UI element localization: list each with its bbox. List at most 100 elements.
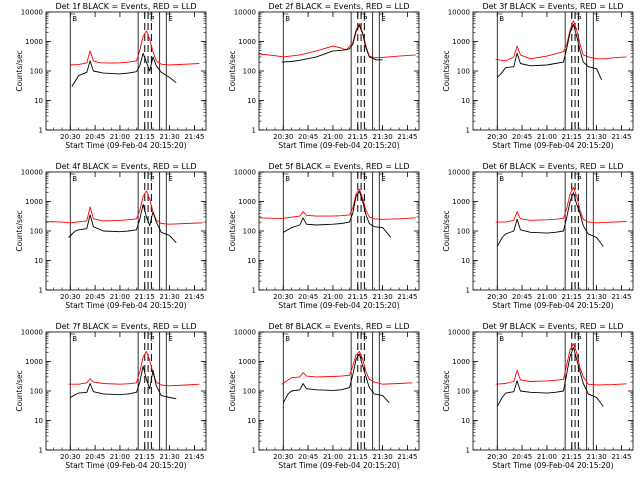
marker-flag-label: P bbox=[577, 175, 581, 183]
x-tick-label: 21:00 bbox=[323, 133, 343, 141]
y-tick-label: 100 bbox=[243, 388, 256, 396]
marker-flag-label: P bbox=[363, 15, 367, 23]
marker-flag-label: B bbox=[285, 175, 290, 183]
series-lld-line bbox=[258, 23, 416, 59]
series-lld-line bbox=[495, 20, 627, 62]
y-axis-title: Counts/sec bbox=[228, 370, 237, 411]
panel-det-7: Det 7f BLACK = Events, RED = LLD 1 10 100 10… bbox=[15, 322, 207, 470]
marker-flag-label: E bbox=[595, 175, 599, 183]
x-tick-label: 20:30 bbox=[60, 453, 80, 461]
x-tick-label: 20:30 bbox=[487, 133, 507, 141]
y-tick-label: 1000 bbox=[25, 38, 43, 46]
y-tick-label: 10000 bbox=[234, 169, 256, 177]
y-tick-label: 100 bbox=[457, 388, 470, 396]
y-tick-label: 1000 bbox=[238, 198, 256, 206]
y-tick-label: 10 bbox=[461, 257, 470, 265]
y-tick-label: 100 bbox=[30, 388, 43, 396]
x-tick-label: 21:45 bbox=[397, 133, 417, 141]
x-tick-label: 21:30 bbox=[586, 293, 606, 301]
marker-flag-label: E bbox=[381, 175, 385, 183]
y-axis-title: Counts/sec bbox=[442, 50, 451, 91]
x-tick-label: 21:45 bbox=[184, 293, 204, 301]
marker-flag-label: E bbox=[168, 15, 172, 23]
y-axis-title: Counts/sec bbox=[15, 210, 24, 251]
y-tick-label: 10000 bbox=[21, 169, 43, 177]
y-tick-label: 1 bbox=[252, 447, 256, 455]
panel-det-2: Det 2f BLACK = Events, RED = LLD 1 10 100 10… bbox=[228, 2, 420, 150]
y-tick-label: 1 bbox=[466, 447, 470, 455]
y-tick-label: 10 bbox=[34, 257, 43, 265]
marker-flag-label: P bbox=[363, 175, 367, 183]
x-tick-label: 21:30 bbox=[586, 453, 606, 461]
marker-flag-label: P bbox=[577, 335, 581, 343]
x-axis-title: Start Time (09-Feb-04 20:15:20) bbox=[492, 141, 613, 150]
x-tick-label: 21:15 bbox=[135, 293, 155, 301]
x-tick-label: 20:45 bbox=[85, 453, 105, 461]
series-lld-line bbox=[495, 186, 627, 224]
panel-title: Det 6f BLACK = Events, RED = LLD bbox=[482, 162, 623, 171]
marker-flag-label: E bbox=[168, 175, 172, 183]
x-tick-label: 20:45 bbox=[85, 293, 105, 301]
x-tick-label: 21:00 bbox=[323, 453, 343, 461]
x-tick-label: 21:15 bbox=[135, 453, 155, 461]
x-axis-title: Start Time (09-Feb-04 20:15:20) bbox=[492, 301, 613, 310]
marker-flag-label: E bbox=[168, 335, 172, 343]
series-lld-line bbox=[495, 343, 627, 386]
x-tick-label: 21:30 bbox=[586, 133, 606, 141]
x-tick-label: 20:45 bbox=[298, 453, 318, 461]
marker-flag-label: E bbox=[595, 15, 599, 23]
x-tick-label: 21:15 bbox=[348, 133, 368, 141]
x-tick-label: 21:00 bbox=[110, 293, 130, 301]
y-tick-label: 1 bbox=[252, 287, 256, 295]
marker-flag-label: P bbox=[150, 15, 154, 23]
x-tick-label: 20:30 bbox=[60, 293, 80, 301]
x-tick-label: 21:15 bbox=[348, 453, 368, 461]
y-tick-label: 10 bbox=[247, 417, 256, 425]
marker-flag-label: P bbox=[150, 175, 154, 183]
x-tick-label: 21:15 bbox=[562, 293, 582, 301]
y-tick-label: 1000 bbox=[452, 358, 470, 366]
x-tick-label: 21:45 bbox=[611, 453, 631, 461]
panel-det-5: Det 5f BLACK = Events, RED = LLD 1 10 100 10… bbox=[228, 162, 420, 310]
marker-flag-label: E bbox=[381, 15, 385, 23]
y-tick-label: 10 bbox=[461, 417, 470, 425]
marker-flag-label: B bbox=[72, 175, 77, 183]
x-tick-label: 20:30 bbox=[60, 133, 80, 141]
series-events-line bbox=[496, 192, 604, 247]
series-lld-line bbox=[45, 190, 203, 225]
series-events-line bbox=[282, 353, 390, 404]
x-tick-label: 20:45 bbox=[512, 453, 532, 461]
x-tick-label: 21:30 bbox=[159, 133, 179, 141]
y-tick-label: 1000 bbox=[238, 38, 256, 46]
y-tick-label: 100 bbox=[457, 68, 470, 76]
x-tick-label: 21:00 bbox=[537, 453, 557, 461]
y-tick-label: 1000 bbox=[25, 358, 43, 366]
marker-flag-label: B bbox=[72, 335, 77, 343]
x-tick-label: 21:30 bbox=[372, 133, 392, 141]
x-tick-label: 20:45 bbox=[512, 293, 532, 301]
y-tick-label: 100 bbox=[243, 68, 256, 76]
y-tick-label: 10000 bbox=[21, 329, 43, 337]
y-tick-label: 1 bbox=[39, 287, 43, 295]
x-tick-label: 20:45 bbox=[85, 133, 105, 141]
marker-flag-label: B bbox=[499, 175, 504, 183]
x-tick-label: 21:45 bbox=[397, 293, 417, 301]
y-tick-label: 10000 bbox=[448, 169, 470, 177]
y-tick-label: 10 bbox=[247, 257, 256, 265]
series-lld-line bbox=[68, 350, 200, 387]
marker-flag-label: B bbox=[285, 335, 290, 343]
x-tick-label: 20:30 bbox=[273, 133, 293, 141]
y-tick-label: 10000 bbox=[234, 329, 256, 337]
x-tick-label: 21:00 bbox=[323, 293, 343, 301]
x-tick-label: 20:45 bbox=[298, 133, 318, 141]
y-tick-label: 1000 bbox=[452, 38, 470, 46]
y-tick-label: 10000 bbox=[21, 9, 43, 17]
x-tick-label: 21:00 bbox=[110, 133, 130, 141]
x-axis-title: Start Time (09-Feb-04 20:15:20) bbox=[278, 141, 399, 150]
y-tick-label: 100 bbox=[457, 228, 470, 236]
series-events-line bbox=[283, 190, 392, 238]
marker-flag-label: P bbox=[363, 335, 367, 343]
x-tick-label: 21:15 bbox=[562, 133, 582, 141]
x-tick-label: 20:30 bbox=[487, 293, 507, 301]
x-axis-title: Start Time (09-Feb-04 20:15:20) bbox=[65, 461, 186, 470]
